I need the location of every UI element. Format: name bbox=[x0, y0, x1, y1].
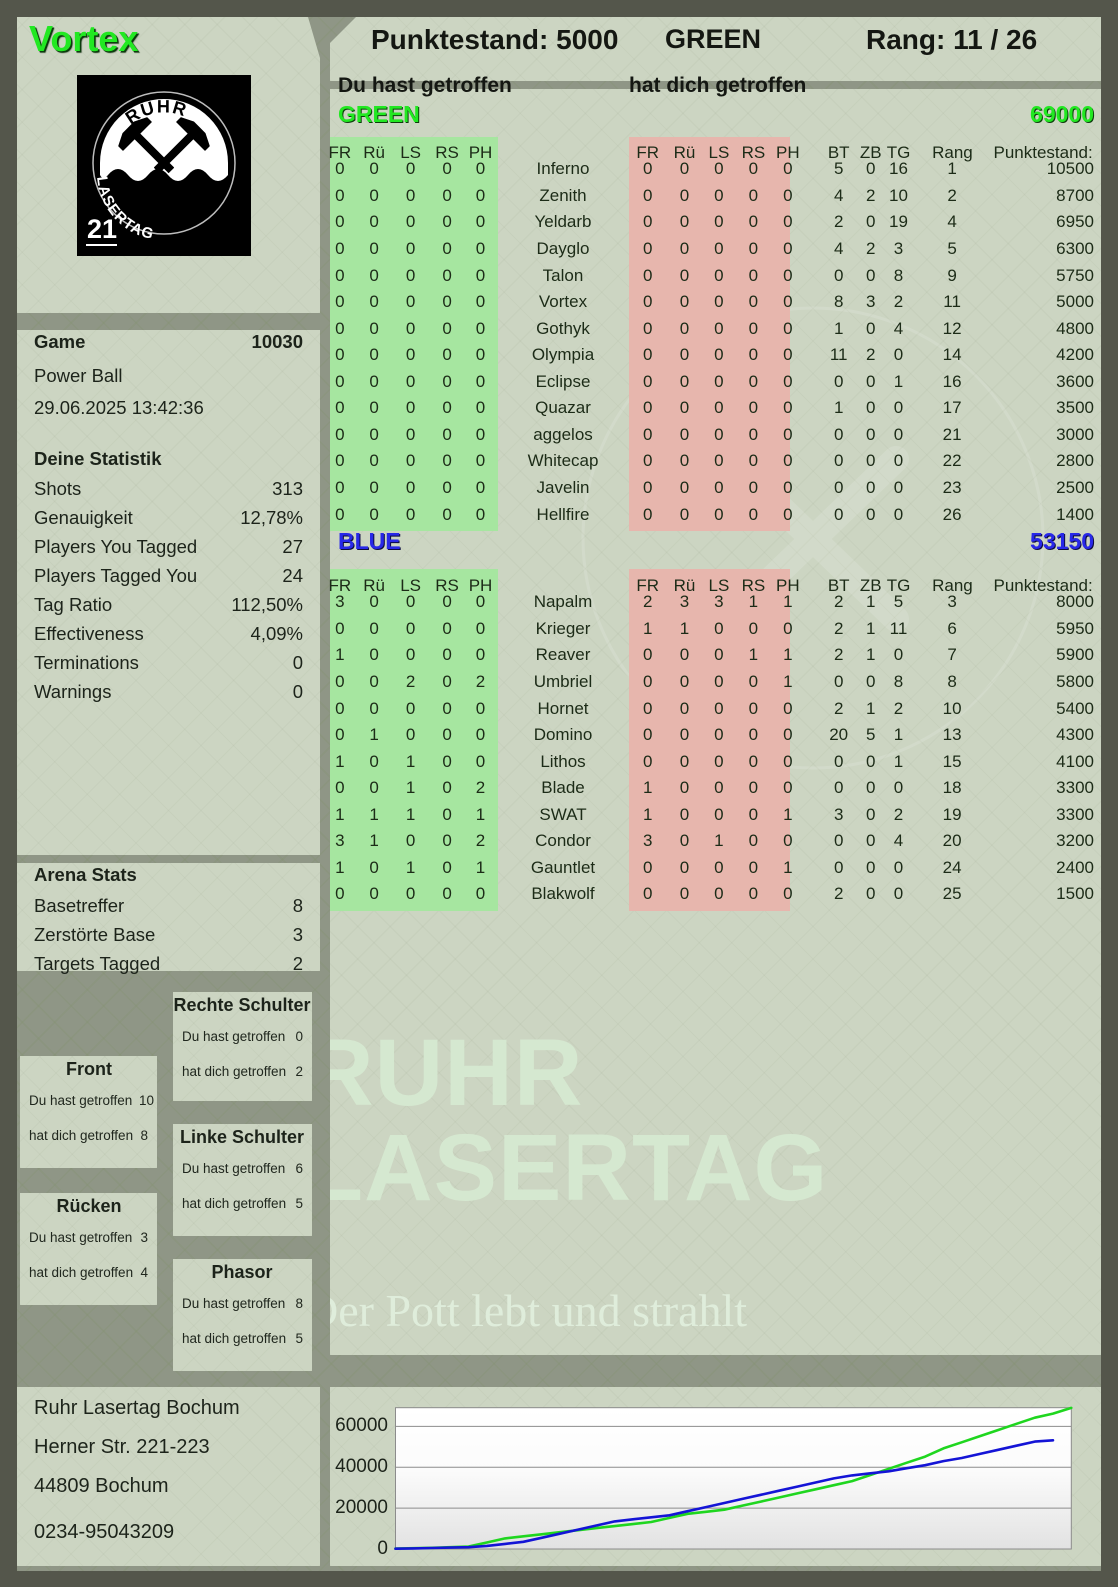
svg-text:0: 0 bbox=[377, 1538, 388, 1559]
svg-text:20000: 20000 bbox=[335, 1497, 388, 1518]
svg-text:21: 21 bbox=[87, 214, 117, 244]
svg-text:60000: 60000 bbox=[335, 1415, 388, 1436]
svg-text:40000: 40000 bbox=[335, 1456, 388, 1477]
